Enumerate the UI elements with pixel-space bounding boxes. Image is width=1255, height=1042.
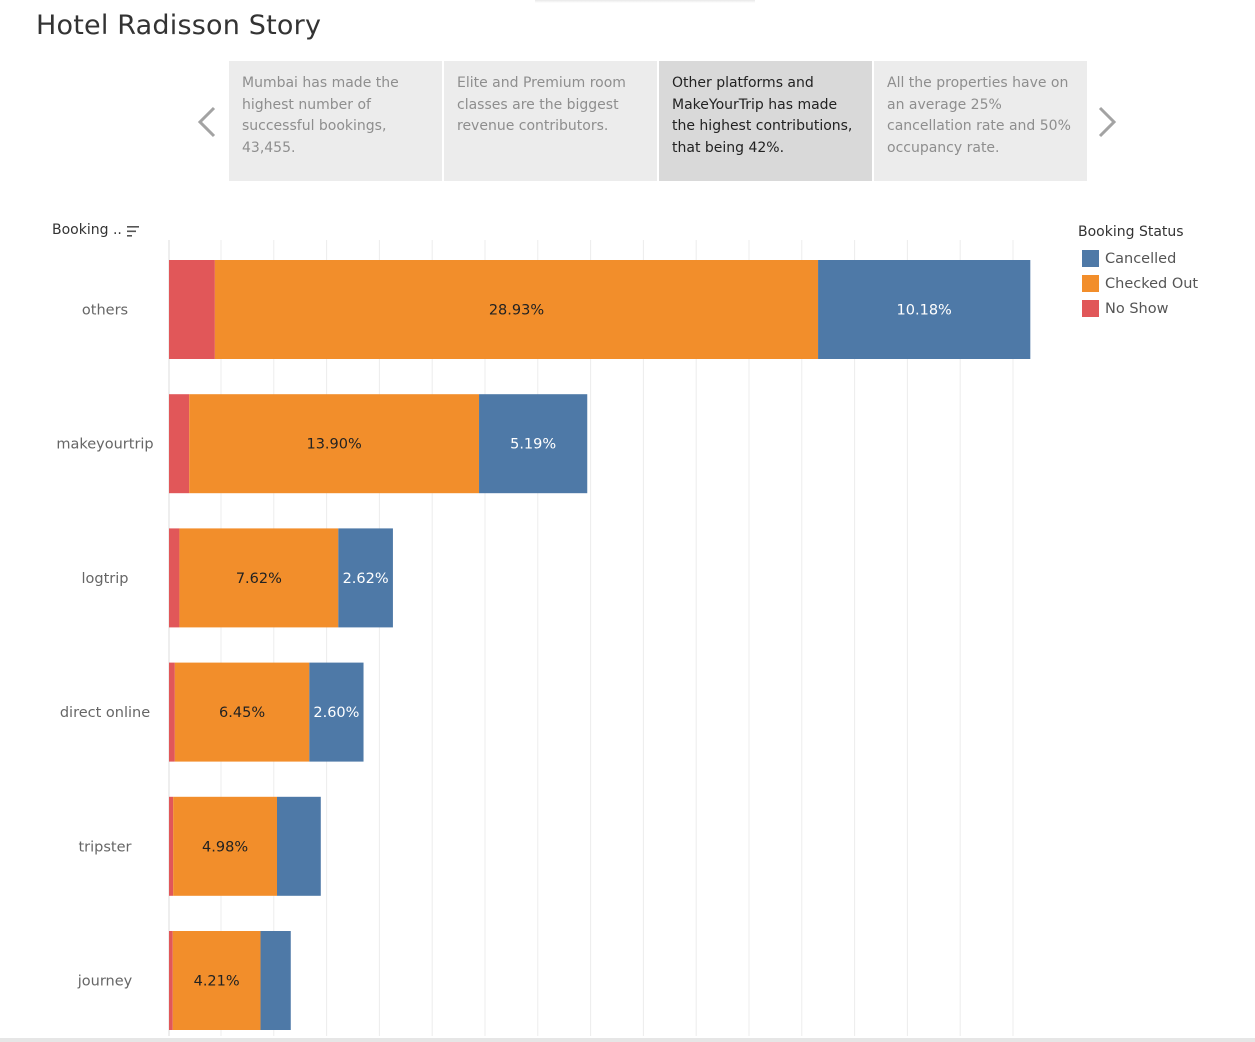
category-label: logtrip: [82, 571, 129, 587]
legend-item-checked-out[interactable]: Checked Out: [1078, 271, 1198, 296]
y-axis-header: Booking ..: [52, 222, 122, 238]
legend-item-cancelled[interactable]: Cancelled: [1078, 246, 1198, 271]
story-point-2[interactable]: Elite and Premium room classes are the b…: [444, 61, 657, 181]
data-label: 28.93%: [489, 303, 544, 319]
bar-no-show[interactable]: [169, 394, 190, 494]
bar-cancelled[interactable]: [309, 662, 364, 762]
legend-title: Booking Status: [1078, 224, 1184, 240]
legend-label: Cancelled: [1105, 250, 1177, 267]
chevron-left-icon[interactable]: [188, 98, 228, 148]
story-point-1[interactable]: Mumbai has made the highest number of su…: [229, 61, 442, 181]
legend-swatch: [1082, 300, 1099, 317]
data-label: 4.21%: [194, 974, 240, 990]
bar-cancelled[interactable]: [818, 260, 1031, 359]
bar-checked-out[interactable]: [172, 931, 261, 1030]
legend: Booking Status Cancelled Checked Out No …: [1078, 224, 1198, 321]
data-label: 6.45%: [219, 705, 265, 721]
bar-checked-out[interactable]: [179, 528, 339, 628]
stacked-bar-chart: others 28.93% 10.18% makeyourtrip 13.90% 5.19…: [56, 240, 1031, 1036]
legend-item-no-show[interactable]: No Show: [1078, 296, 1198, 321]
bottom-border: [0, 1038, 1255, 1042]
bar-cancelled[interactable]: [338, 528, 393, 628]
category-label: direct online: [60, 705, 150, 721]
category-label: tripster: [78, 839, 131, 855]
bar-no-show[interactable]: [169, 662, 175, 762]
bar-checked-out[interactable]: [189, 394, 480, 494]
data-label: 5.19%: [510, 437, 556, 453]
legend-label: Checked Out: [1105, 275, 1199, 292]
bar-no-show[interactable]: [169, 796, 174, 896]
data-label: 13.90%: [306, 437, 361, 453]
bar-cancelled[interactable]: [260, 931, 291, 1030]
bar-cancelled[interactable]: [479, 394, 588, 494]
bar-checked-out[interactable]: [174, 662, 310, 762]
data-label: 4.98%: [202, 839, 248, 855]
bar-checked-out[interactable]: [214, 260, 819, 359]
legend-label: No Show: [1105, 300, 1169, 317]
legend-swatch: [1082, 275, 1099, 292]
legend-swatch: [1082, 250, 1099, 267]
bar-no-show[interactable]: [169, 931, 173, 1030]
category-label: journey: [77, 974, 133, 990]
bar-no-show[interactable]: [169, 260, 215, 359]
story-point-3-active[interactable]: Other platforms and MakeYourTrip has mad…: [659, 61, 872, 181]
chevron-right-icon[interactable]: [1088, 98, 1128, 148]
bar-cancelled[interactable]: [277, 796, 321, 896]
data-label: 10.18%: [897, 303, 952, 319]
data-label: 2.60%: [313, 705, 359, 721]
category-label: others: [82, 303, 128, 319]
category-label: makeyourtrip: [56, 437, 153, 453]
bar-no-show[interactable]: [169, 528, 180, 628]
story-point-4[interactable]: All the properties have on an average 25…: [874, 61, 1087, 181]
sort-descending-icon[interactable]: [126, 224, 140, 243]
top-edge-shadow: [535, 0, 755, 3]
bar-checked-out[interactable]: [173, 796, 278, 896]
data-label: 2.62%: [343, 571, 389, 587]
data-label: 7.62%: [236, 571, 282, 587]
story-title: Hotel Radisson Story: [36, 10, 322, 41]
